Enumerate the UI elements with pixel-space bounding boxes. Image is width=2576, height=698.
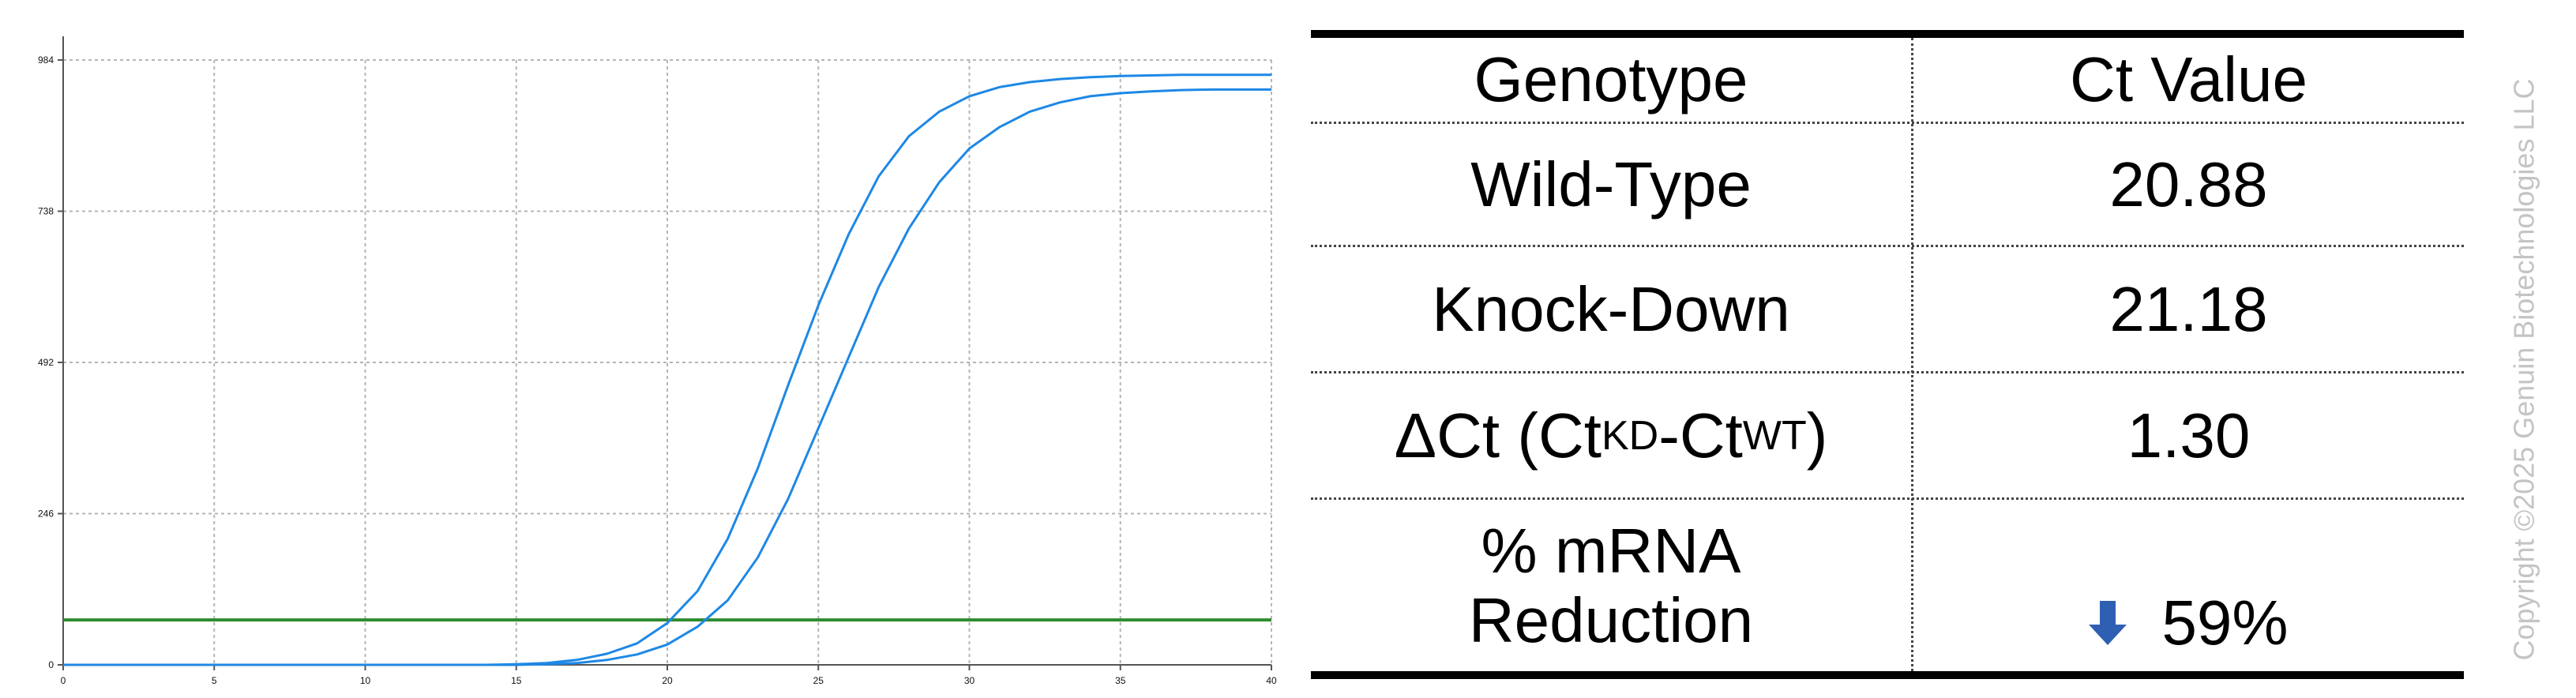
y-tick-label: 984 [38, 54, 54, 66]
x-tick-label: 5 [212, 675, 217, 686]
x-tick-label: 0 [61, 675, 66, 686]
chart-tick-labels: 0 5 10 15 20 25 30 35 40 0 246 492 738 984 [38, 54, 1277, 686]
mrna-reduction-line1: % mRNA [1481, 515, 1741, 586]
copyright-text: Copyright ©2025 Genuin Biotechnologies L… [2507, 78, 2540, 661]
y-tick-label: 246 [38, 508, 54, 520]
row-wild-type-label: Wild-Type [1470, 148, 1752, 220]
x-tick-label: 15 [511, 675, 522, 686]
x-tick-label: 10 [360, 675, 371, 686]
row-knock-down-label: Knock-Down [1432, 273, 1790, 344]
x-tick-label: 40 [1266, 675, 1277, 686]
delta-ct-suffix: ) [1806, 400, 1828, 471]
x-tick-label: 35 [1115, 675, 1126, 686]
table-bottom-rule [1311, 671, 2464, 679]
row-delta-ct-value: 1.30 [2127, 400, 2251, 471]
header-ct-value: Ct Value [2070, 44, 2308, 114]
y-tick-label: 0 [48, 659, 54, 670]
x-tick-label: 30 [964, 675, 975, 686]
x-tick-label: 20 [662, 675, 673, 686]
delta-ct-mid: -Ct [1658, 400, 1743, 471]
row-mrna-reduction-label: % mRNA Reduction [1311, 500, 1911, 671]
mrna-reduction-line2: Reduction [1468, 584, 1754, 655]
chart-axes [58, 36, 1272, 670]
results-table: Genotype Ct Value Wild-Type 20.88 Knock-… [1311, 30, 2464, 679]
table-row-divider [1311, 122, 2464, 124]
down-arrow-icon [2089, 601, 2127, 645]
copyright-watermark: Copyright ©2025 Genuin Biotechnologies L… [2502, 76, 2546, 663]
row-knock-down-value: 21.18 [2109, 273, 2268, 344]
header-genotype: Genotype [1474, 44, 1748, 114]
amplification-curves [63, 73, 1271, 666]
row-mrna-reduction-value-cell: 59% [1913, 575, 2464, 671]
table-row-divider [1311, 371, 2464, 373]
amplification-chart: 0 5 10 15 20 25 30 35 40 0 246 492 738 984 [38, 36, 1277, 686]
chart-grid [63, 59, 1272, 665]
table-column-divider [1911, 38, 1913, 671]
row-wild-type-value: 20.88 [2109, 148, 2268, 220]
amplification-curve-1 [63, 73, 1271, 666]
table-row-divider [1311, 245, 2464, 247]
x-tick-label: 25 [813, 675, 824, 686]
row-delta-ct-label: ΔCt (Ct KD -Ct WT) [1394, 400, 1828, 471]
mrna-reduction-value: 59% [2161, 587, 2289, 658]
table-top-rule [1311, 30, 2464, 38]
y-tick-label: 492 [38, 357, 54, 368]
delta-ct-prefix: ΔCt (Ct [1394, 400, 1602, 471]
amplification-curve-2 [63, 88, 1271, 666]
table-row-divider [1311, 497, 2464, 500]
y-tick-label: 738 [38, 206, 54, 217]
